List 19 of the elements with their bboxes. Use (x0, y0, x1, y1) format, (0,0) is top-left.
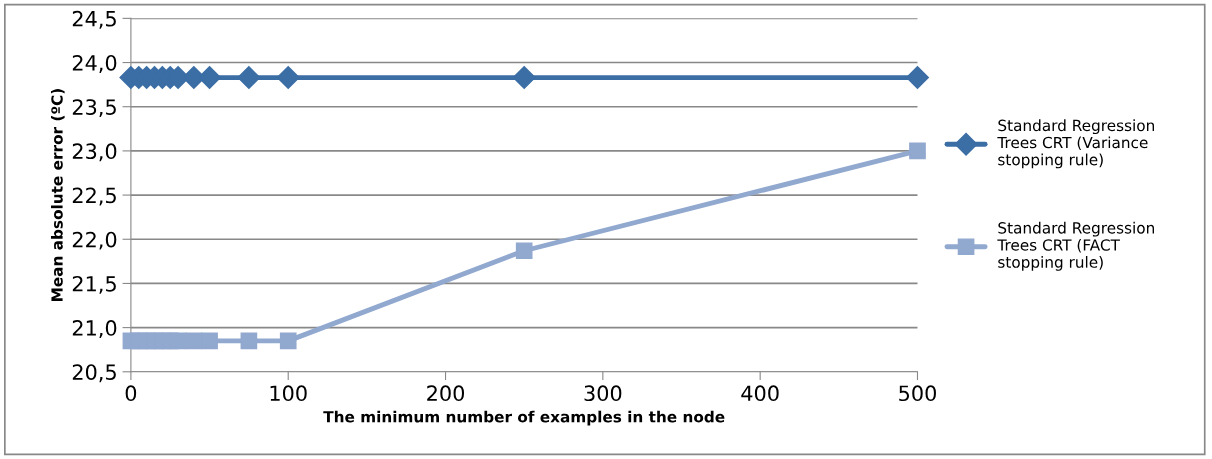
x-tick-label: 100 (270, 385, 307, 402)
y-tick-label: 22,0 (72, 231, 117, 250)
x-axis-title: The minimum number of examples in the node (323, 410, 725, 426)
y-tick-label: 23,0 (72, 143, 117, 162)
y-tick-label: 21,5 (72, 275, 116, 294)
x-tick-label: 200 (427, 385, 465, 402)
x-tick-label: 400 (741, 385, 779, 402)
legend-label: Standard Regression Trees CRT (Variance stopping rule) (997, 119, 1154, 169)
legend-label: Standard Regression Trees CRT (FACT stopping rule) (997, 221, 1154, 271)
y-axis-title: Mean absolute error (ºC) (50, 89, 65, 301)
y-tick-label: 23,5 (72, 99, 116, 118)
x-tick-label: 500 (899, 385, 936, 402)
y-tick-label: 24,0 (72, 54, 117, 73)
x-tick-label: 0 (125, 385, 137, 402)
y-tick-label: 24,5 (72, 10, 116, 29)
y-tick-label: 22,5 (72, 187, 116, 206)
x-tick-label: 300 (584, 385, 622, 402)
y-tick-label: 21,0 (72, 320, 117, 338)
y-tick-label: 20,5 (72, 364, 116, 383)
